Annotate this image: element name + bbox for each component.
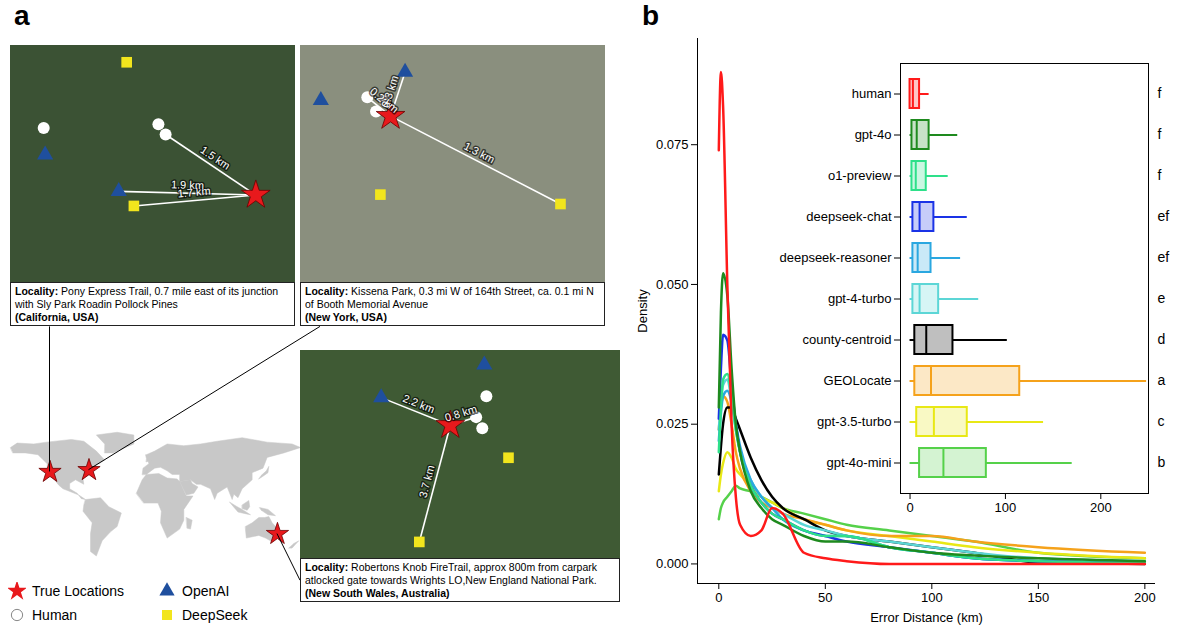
svg-text:200: 200 [1134,590,1156,605]
html-text:a: a [14,0,30,31]
svg-text:0.025: 0.025 [656,416,689,431]
svg-text:county-centroid: county-centroid [803,332,892,347]
svg-text:3.7 km: 3.7 km [417,464,437,499]
svg-text:e: e [1158,290,1166,306]
svg-text:f: f [1158,85,1162,101]
svg-text:3.7 km: 3.7 km [417,464,437,499]
svg-text:a: a [1158,372,1166,388]
svg-text:deepseek-chat: deepseek-chat [806,209,892,224]
svg-text:o1-preview: o1-preview [828,168,892,183]
svg-text:ef: ef [1158,208,1170,224]
svg-text:Density: Density [635,289,650,333]
html-text:(New York, USA): (New York, USA) [305,310,387,323]
svg-text:150: 150 [1027,590,1049,605]
svg-text:d: d [1158,331,1166,347]
svg-text:f: f [1158,126,1162,142]
svg-text:100: 100 [921,590,943,605]
html-text:(New South Wales, Australia): (New South Wales, Australia) [305,586,450,599]
html-text:True Locations: True Locations [32,583,125,599]
svg-text:ef: ef [1158,249,1170,265]
svg-text:0.075: 0.075 [656,137,689,152]
svg-text:0: 0 [906,500,913,515]
html-text:Human: Human [32,607,78,623]
svg-text:c: c [1158,413,1165,429]
html-text:Locality: Robertons Knob FireT: Locality: Robertons Knob FireTrail, appr… [305,561,597,586]
svg-text:1.7 km: 1.7 km [177,185,211,200]
svg-text:1.5 km: 1.5 km [198,144,232,172]
html-text:DeepSeek: DeepSeek [182,607,248,623]
svg-text:100: 100 [995,500,1017,515]
html-text:(California, USA): (California, USA) [15,310,99,323]
html-text:b: b [642,0,660,31]
svg-text:f: f [1158,167,1162,183]
svg-text:gpt-4o: gpt-4o [855,127,892,142]
svg-text:GEOLocate: GEOLocate [824,373,892,388]
html-text:OpenAI: OpenAI [182,583,230,599]
svg-text:0.000: 0.000 [656,556,689,571]
svg-text:deepseek-reasoner: deepseek-reasoner [779,250,892,265]
svg-text:2.2 km: 2.2 km [401,392,436,415]
svg-text:b: b [1158,454,1166,470]
svg-text:2.2 km: 2.2 km [401,392,436,415]
svg-text:200: 200 [1090,500,1112,515]
svg-text:0: 0 [715,590,722,605]
svg-text:1.7 km: 1.7 km [177,185,211,200]
svg-text:gpt-4-turbo: gpt-4-turbo [828,291,892,306]
html-text:Locality: Kissena Park, 0.3 mi: Locality: Kissena Park, 0.3 mi W of 164t… [305,285,594,310]
svg-text:0.2 km: 0.2 km [368,85,401,115]
svg-text:1.3 km: 1.3 km [462,140,497,166]
svg-text:human: human [852,86,892,101]
svg-text:Error Distance (km): Error Distance (km) [870,610,983,625]
svg-text:50: 50 [818,590,832,605]
svg-text:1.5 km: 1.5 km [198,144,232,172]
svg-text:0.050: 0.050 [656,277,689,292]
svg-text:0.8 km: 0.8 km [443,402,478,423]
svg-text:1.9 km: 1.9 km [170,178,205,192]
svg-text:gpt-3.5-turbo: gpt-3.5-turbo [817,414,891,429]
svg-text:1.3 km: 1.3 km [462,140,497,166]
svg-text:gpt-4o-mini: gpt-4o-mini [826,455,891,470]
html-text:Locality: Pony Express Trail,: Locality: Pony Express Trail, 0.7 mile e… [15,285,279,310]
svg-text:0.8 km: 0.8 km [443,402,478,423]
